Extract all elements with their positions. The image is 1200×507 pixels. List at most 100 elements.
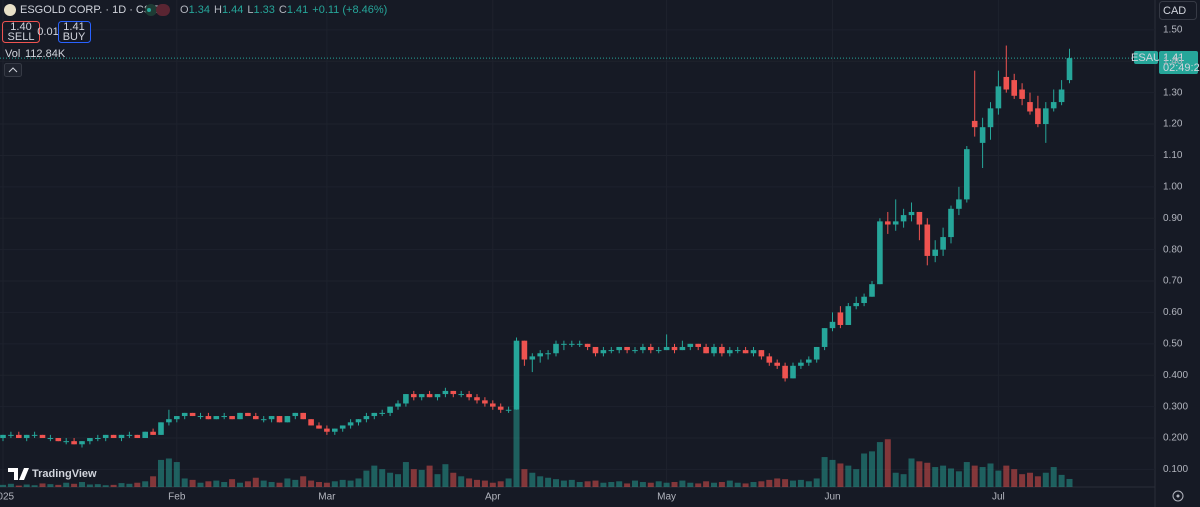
volume-bar [869,451,875,487]
collapse-button[interactable] [4,63,22,77]
volume-bar [695,483,702,487]
candle-body [545,353,551,355]
candle-body [55,438,62,442]
volume-bar [1066,478,1073,487]
volume-bar [86,484,93,487]
volume-bar [15,485,22,487]
candle-body [671,346,678,351]
buy-price: 1.41 [63,21,84,33]
candle-body [829,321,836,329]
sell-button[interactable] [2,21,40,43]
candle-body [1019,89,1025,99]
candle-body [790,365,796,379]
candle-body [837,312,844,325]
candle-body [316,425,322,429]
sell-label: SELL [8,31,35,43]
ohlc-value: 1.34 [189,4,210,16]
volume-bar [766,479,773,487]
candle-body [861,296,867,304]
volume-bar [829,459,836,487]
last-price: 1.41 [1163,52,1184,64]
volume-bar [142,481,149,487]
volume-bar [560,480,567,487]
currency-button[interactable] [1159,1,1197,20]
candle-body [695,343,701,347]
candle-body [964,149,970,200]
volume-bar [726,480,733,487]
candle-body [592,346,599,354]
candle-body [956,199,962,209]
volume-bar [1027,472,1033,487]
candle-body [213,416,220,420]
volume-bar [158,459,164,487]
volume-bar [300,476,307,487]
volume-bar [616,481,623,487]
volume-bar [276,482,283,487]
volume-bar [110,484,117,487]
candle-body [711,346,717,354]
volume-bar [782,479,789,487]
candle-body [569,343,575,345]
volume-bar [940,465,947,487]
candle-body [158,422,164,435]
volume-bar [924,462,931,487]
candle-body [363,416,370,420]
volume-bar [442,464,449,487]
candle-body [948,208,954,238]
candle-body [237,412,243,420]
volume-bar [252,477,259,487]
candle-body [174,416,180,420]
candle-body [339,425,346,429]
candle-body [734,350,741,352]
volume-bar [1019,474,1026,487]
candle-body [418,394,425,398]
volume-bar [102,485,109,487]
volume-bar [205,481,212,487]
volume-bar [268,482,275,487]
volume-bar [355,478,362,487]
volume-bar [481,480,488,487]
candle-body [47,438,54,440]
volume-bar [134,482,141,487]
candle-body [553,343,559,354]
y-tick-label: 0.90 [1163,213,1183,224]
volume-bar [63,482,70,487]
candle-body [276,416,283,423]
candle-body [355,419,362,423]
ohlc-key: L [247,4,253,16]
volume-bar [0,484,6,487]
candle-body [1043,108,1049,125]
buy-button[interactable] [58,21,91,43]
volume-bar [774,478,781,487]
volume-bar [221,482,228,487]
volume-bar [987,463,994,487]
candle-body [529,356,536,360]
candle-body [979,127,986,143]
candle-body [608,350,615,352]
candle-body [245,412,251,417]
candle-body [332,428,338,432]
candle-body [181,412,188,417]
volume-bar [876,442,883,487]
candle-body [940,237,946,250]
volume-bar [837,463,844,487]
volume-bar [537,476,544,487]
candle-body [648,346,654,351]
volume-bar [805,481,812,487]
volume-bar [521,469,528,487]
settings-icon[interactable] [1172,490,1184,502]
change: +0.11 (+8.46%) [312,4,387,16]
volume-bar [971,465,978,487]
volume-bar [260,480,267,487]
candle-body [766,356,773,363]
candle-body [300,412,306,420]
candle-body [79,441,85,445]
candle-body [347,422,354,426]
volume-bar [331,481,338,487]
volume-bar [742,483,749,487]
candle-body [442,390,449,395]
volume-bar [734,482,741,487]
volume-bar [1050,467,1057,487]
volume-bar [624,483,631,487]
